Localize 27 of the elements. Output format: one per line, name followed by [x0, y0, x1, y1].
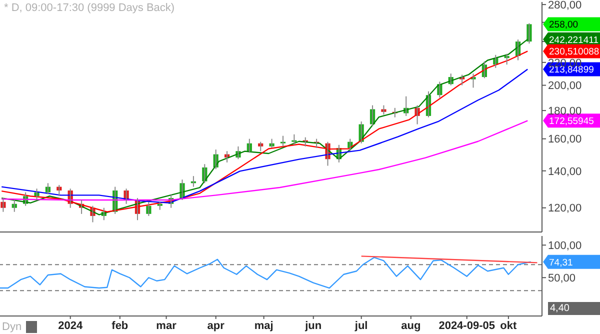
x-tick-label: mar	[156, 320, 178, 332]
annotation: 74,31	[549, 257, 573, 268]
annotation: 172,55945	[549, 116, 594, 128]
text: 4,40	[548, 302, 600, 315]
x-tick-label: jul	[354, 320, 368, 332]
x-tick-label: feb	[112, 320, 128, 332]
y-tick-label: 100,00	[548, 240, 582, 252]
x-tick-label: okt	[500, 320, 518, 332]
x-tick-label: aug	[401, 320, 421, 332]
y-tick-label: 280,00	[548, 0, 582, 12]
y-tick-label: 160,00	[548, 134, 582, 146]
x-tick-label: apr	[207, 320, 226, 332]
y-tick-label: 140,00	[548, 166, 582, 178]
annotation: 242,221411	[549, 34, 598, 46]
y-tick-label: 50,00	[548, 272, 576, 285]
x-tick-label: 2024	[58, 320, 84, 332]
text: Dyn	[2, 321, 22, 333]
y-tick-label: 200,00	[548, 80, 582, 92]
x-tick-label: jun	[304, 320, 322, 332]
y-tick-label: 120,00	[548, 202, 582, 215]
line-series	[0, 256, 532, 289]
candlestick	[381, 104, 386, 116]
annotation: 258,00	[549, 20, 578, 31]
chart-title: * D, 09:00-17:30 (9999 Days Back)	[4, 2, 175, 14]
annotation: 230,510088	[549, 46, 600, 58]
x-tick-label: 2024-09-05	[438, 320, 495, 332]
x-tick-label: maj	[254, 320, 274, 332]
